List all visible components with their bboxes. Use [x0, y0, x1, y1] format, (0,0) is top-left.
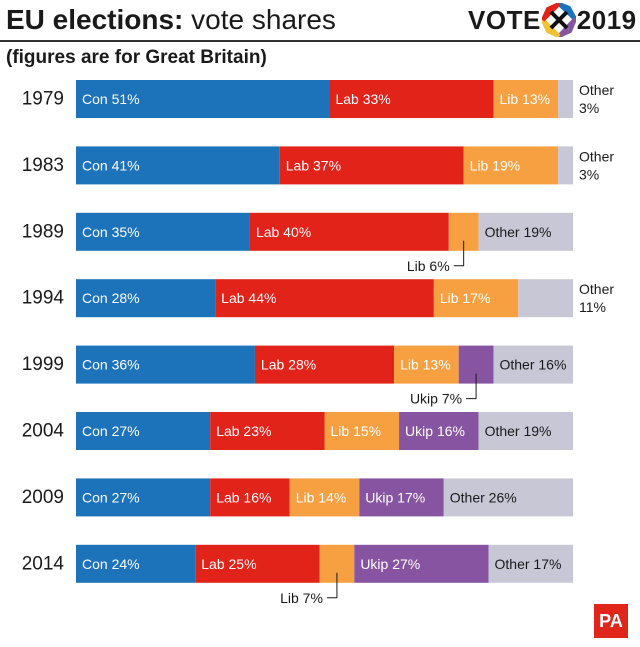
label-1979-other-value: 3%: [579, 100, 599, 116]
bar-1994-other: [518, 279, 573, 318]
label-1983-lab: Lab 37%: [286, 157, 341, 173]
bar-1989-con: [76, 212, 250, 251]
chart-title-bold: EU elections:: [6, 4, 184, 35]
bar-2014-con: [76, 544, 196, 583]
bar-1994-con: [76, 279, 216, 318]
label-2004-ukip: Ukip 16%: [405, 423, 465, 439]
year-label-2009: 2009: [22, 487, 64, 508]
callout-line-1999-ukip: [466, 373, 477, 400]
bar-1999-other: [493, 345, 573, 384]
label-1979-lab: Lab 33%: [335, 91, 390, 107]
label-1999-ukip: Ukip 7%: [410, 391, 462, 407]
bar-1989-lab: [249, 212, 449, 251]
label-1979-con: Con 51%: [82, 91, 140, 107]
bar-1999-lib: [394, 345, 459, 384]
year-label-2004: 2004: [22, 421, 65, 442]
label-2014-other: Other 17%: [495, 556, 562, 572]
bar-1999-con: [76, 345, 255, 384]
bar-1983-other: [558, 146, 573, 185]
logo-vote-text: VOTE: [468, 4, 541, 35]
label-1994-other-name: Other: [579, 281, 614, 297]
label-1989-lib: Lib 6%: [407, 258, 450, 274]
label-1979-other-name: Other: [579, 82, 614, 98]
logo-year-text: 2019: [576, 4, 637, 35]
bar-2009-other: [443, 478, 573, 517]
label-1983-other-name: Other: [579, 148, 614, 164]
label-2004-other: Other 19%: [485, 423, 552, 439]
label-2004-lab: Lab 23%: [216, 423, 271, 439]
bar-1983-con: [76, 146, 280, 185]
bar-2004-other: [478, 412, 573, 450]
bar-2004-lib: [324, 412, 400, 450]
bar-1994-lib: [433, 279, 519, 318]
label-1989-con: Con 35%: [82, 224, 140, 240]
bar-2004-ukip: [399, 412, 479, 450]
chart-title: EU elections: vote shares: [6, 2, 336, 38]
label-2009-lib: Lib 14%: [296, 489, 347, 505]
label-1994-con: Con 28%: [82, 290, 140, 306]
label-1983-other-value: 3%: [579, 166, 599, 182]
bar-1994-lab: [215, 279, 434, 318]
bar-2014-other: [488, 544, 573, 583]
label-1989-lab: Lab 40%: [256, 224, 311, 240]
year-label-1983: 1983: [22, 155, 64, 176]
label-1983-lib: Lib 19%: [470, 157, 521, 173]
bar-1999-lab: [254, 345, 395, 384]
label-1999-other: Other 16%: [499, 357, 566, 373]
year-label-1979: 1979: [22, 89, 64, 110]
year-label-1989: 1989: [22, 221, 64, 242]
year-label-1999: 1999: [22, 354, 64, 375]
label-1999-lib: Lib 13%: [400, 357, 451, 373]
label-2004-con: Con 27%: [82, 423, 140, 439]
chart-subtitle: (figures are for Great Britain): [6, 47, 267, 68]
pa-logo: PA: [594, 604, 628, 638]
label-2009-ukip: Ukip 17%: [365, 489, 425, 505]
bar-1979-con: [76, 80, 330, 118]
bar-2014-ukip: [354, 544, 489, 583]
year-label-1994: 1994: [22, 288, 65, 309]
label-2014-lib: Lib 7%: [280, 590, 323, 606]
label-1994-lib: Lib 17%: [440, 290, 491, 306]
bar-1979-other: [558, 80, 573, 118]
vote-2019-logo: VOTE 2019: [468, 2, 637, 38]
bar-1979-lab: [329, 80, 494, 118]
label-2014-con: Con 24%: [82, 556, 140, 572]
year-label-2014: 2014: [22, 553, 65, 574]
bar-2004-lab: [210, 412, 325, 450]
label-1979-lib: Lib 13%: [499, 91, 550, 107]
label-1989-other: Other 19%: [485, 224, 552, 240]
label-2014-ukip: Ukip 27%: [360, 556, 420, 572]
callout-line-1989-lib: [453, 240, 465, 267]
label-1994-other-value: 11%: [579, 299, 606, 315]
bar-1979-lib: [493, 80, 559, 118]
callout-line-2014-lib: [326, 572, 338, 599]
label-1983-con: Con 41%: [82, 157, 140, 173]
label-1999-lab: Lab 28%: [261, 357, 316, 373]
label-2009-con: Con 27%: [82, 489, 140, 505]
bar-2004-con: [76, 412, 211, 450]
bar-2009-lib: [289, 478, 360, 517]
label-2009-lab: Lab 16%: [216, 489, 271, 505]
bar-1983-lab: [279, 146, 464, 185]
bar-1983-lib: [463, 146, 559, 185]
bar-2009-con: [76, 478, 211, 517]
bar-2014-lab: [195, 544, 320, 583]
label-2014-lab: Lab 25%: [201, 556, 256, 572]
label-2009-other: Other 26%: [450, 489, 517, 505]
chart-title-rest: vote shares: [183, 4, 336, 35]
label-2004-lib: Lib 15%: [331, 423, 382, 439]
label-1999-con: Con 36%: [82, 357, 140, 373]
label-1994-lab: Lab 44%: [221, 290, 276, 306]
ballot-cross-icon: [541, 3, 576, 37]
bar-1989-other: [478, 212, 573, 251]
bar-2009-lab: [210, 478, 290, 517]
title-divider: [0, 40, 640, 42]
bar-2009-ukip: [359, 478, 444, 517]
